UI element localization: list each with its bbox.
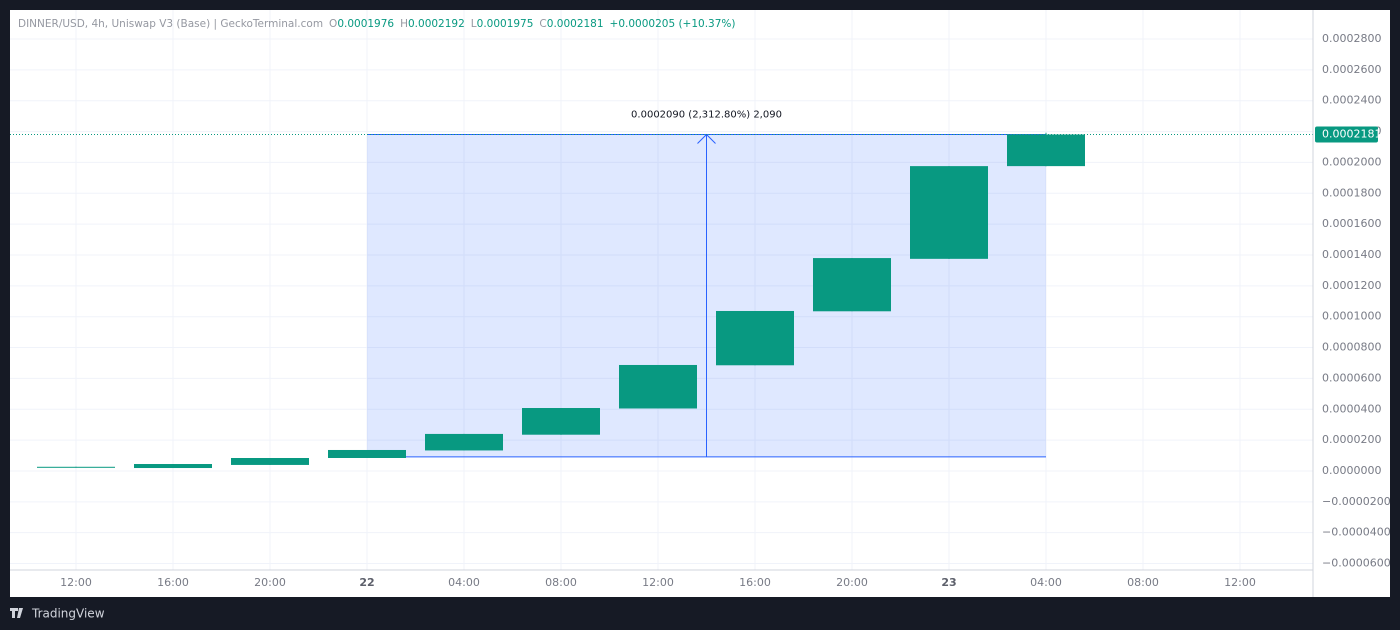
y-tick-label: 0.0000200 — [1322, 433, 1382, 446]
y-tick-label: −0.0000600 — [1322, 557, 1391, 570]
header-item: 0.0002192 — [408, 18, 465, 30]
last-price-tag — [1315, 126, 1378, 143]
chart-header[interactable]: DINNER/USD, 4h, Uniswap V3 (Base) | Geck… — [18, 18, 736, 30]
x-tick-label: 12:00 — [60, 576, 92, 589]
x-tick-label: 08:00 — [1127, 576, 1159, 589]
header-item: O — [329, 18, 337, 30]
x-tick-label: 12:00 — [1224, 576, 1256, 589]
y-tick-label: 0.0002600 — [1322, 63, 1382, 76]
brand-logo — [10, 608, 23, 618]
x-tick-label: 16:00 — [739, 576, 771, 589]
last-price-label: 0.0002181 — [1322, 127, 1382, 140]
x-tick-label: 23 — [941, 576, 956, 589]
chart-area — [10, 10, 1390, 597]
x-tick-label: 04:00 — [1030, 576, 1062, 589]
header-item: DINNER/USD, 4h, Uniswap V3 (Base) | Geck… — [18, 18, 323, 30]
y-tick-label: 0.0002800 — [1322, 32, 1382, 45]
header-item: C — [539, 18, 546, 30]
y-tick-label: 0.0002000 — [1322, 155, 1382, 168]
candle-body — [231, 458, 309, 465]
candle-body — [522, 408, 600, 435]
x-tick-label: 20:00 — [836, 576, 868, 589]
x-tick-label: 08:00 — [545, 576, 577, 589]
candle-body — [1007, 134, 1085, 167]
y-tick-label: 0.0001800 — [1322, 186, 1382, 199]
x-tick-label: 12:00 — [642, 576, 674, 589]
x-tick-label: 20:00 — [254, 576, 286, 589]
candle-body — [716, 310, 794, 366]
y-tick-label: 0.0001600 — [1322, 217, 1382, 230]
measure-label: 0.0002090 (2,312.80%) 2,090 — [631, 109, 782, 120]
candle-body — [134, 464, 212, 469]
header-item: +0.0000205 (+10.37%) — [610, 18, 736, 30]
header-item: 0.0001976 — [337, 18, 394, 30]
candle-body — [328, 449, 406, 458]
y-tick-label: 0.0000600 — [1322, 371, 1382, 384]
y-tick-label: 0.0002400 — [1322, 94, 1382, 107]
candle-body — [813, 258, 891, 312]
y-tick-label: 0.0000400 — [1322, 402, 1382, 415]
header-item: 0.0001975 — [477, 18, 534, 30]
candle-body — [37, 466, 115, 468]
header-item: L — [471, 18, 477, 30]
y-tick-label: 0.0001200 — [1322, 279, 1382, 292]
y-tick-label: −0.0000200 — [1322, 495, 1391, 508]
brand[interactable]: TradingView — [31, 607, 105, 621]
x-tick-label: 04:00 — [448, 576, 480, 589]
y-tick-label: 0.0001000 — [1322, 310, 1382, 323]
header-item: H — [400, 18, 408, 30]
y-tick-label: 0.0000000 — [1322, 464, 1382, 477]
x-tick-label: 22 — [359, 576, 374, 589]
header-item: 0.0002181 — [547, 18, 604, 30]
y-tick-label: −0.0000400 — [1322, 526, 1391, 539]
y-tick-label: 0.0000800 — [1322, 341, 1382, 354]
y-tick-label: 0.0001400 — [1322, 248, 1382, 261]
candle-body — [619, 364, 697, 409]
candle-body — [425, 433, 503, 451]
x-tick-label: 16:00 — [157, 576, 189, 589]
candle-body — [910, 166, 988, 259]
